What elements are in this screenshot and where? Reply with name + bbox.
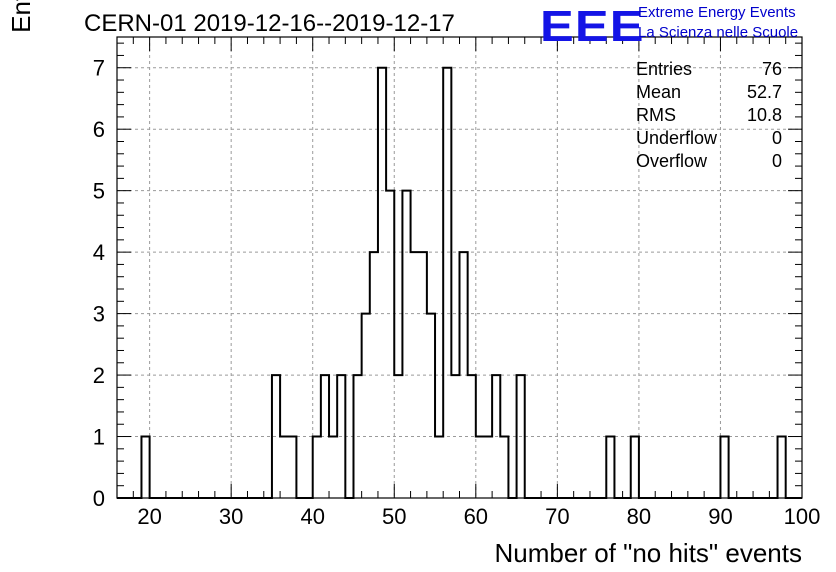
x-tick-label: 100 [784,504,821,529]
stats-row-rms: RMS 10.8 [636,104,782,127]
histogram-bin [394,375,402,498]
chart-title: CERN-01 2019-12-16--2019-12-17 [84,10,455,37]
stats-value: 76 [761,59,782,79]
histogram-bin [280,437,288,498]
histogram-bin [460,252,468,498]
y-tick-label: 7 [93,56,105,81]
histogram-bin [353,375,361,498]
histogram-bin [631,437,639,498]
histogram-bin [517,375,525,498]
stats-label: RMS [636,105,676,125]
histogram-bin [443,68,451,498]
histogram-bin [288,437,296,498]
x-tick-label: 60 [464,504,488,529]
logo-line-1: Extreme Energy Events [638,4,796,21]
y-tick-label: 6 [93,117,105,142]
histogram-bin [492,375,500,498]
histogram-bin [500,437,508,498]
histogram-bin [720,437,728,498]
histogram-bin [468,375,476,498]
eee-logo: EEE [540,2,645,51]
stats-row-mean: Mean 52.7 [636,81,782,104]
stats-row-overflow: Overflow 0 [636,150,782,173]
y-tick-label: 2 [93,363,105,388]
histogram-bin [321,375,329,498]
y-tick-label: 0 [93,486,105,511]
stats-label: Mean [636,82,682,102]
histogram-bin [411,252,419,498]
histogram-bin [435,437,443,498]
histogram-bin [476,437,484,498]
stats-value: 0 [771,128,782,148]
histogram-bin [419,252,427,498]
x-tick-label: 80 [627,504,651,529]
x-tick-label: 30 [219,504,243,529]
x-tick-label: 50 [382,504,406,529]
histogram-bin [272,375,280,498]
y-tick-label: 3 [93,302,105,327]
histogram-bin [451,375,459,498]
x-tick-label: 90 [708,504,732,529]
x-axis-label: Number of "no hits" events [494,538,803,568]
x-tick-label: 70 [545,504,569,529]
stats-row-underflow: Underflow 0 [636,127,782,150]
histogram-bin [386,191,394,498]
x-tick-label: 40 [300,504,324,529]
logo-line-2: La Scienza nelle Scuole [638,24,799,41]
stats-value: 10.8 [746,105,782,125]
stats-label: Entries [636,59,693,79]
stats-row-entries: Entries 76 [636,58,782,81]
stats-label: Overflow [636,151,708,171]
y-tick-label: 4 [93,240,105,265]
stats-value: 52.7 [746,82,782,102]
histogram-outline [117,66,802,499]
histogram-bin [427,314,435,498]
histogram-bin [141,437,149,498]
y-axis-label: Entries/bin [6,0,37,110]
histogram-bin [606,437,614,498]
x-tick-label: 20 [137,504,161,529]
histogram-bin [378,68,386,498]
stats-value: 0 [771,151,782,171]
histogram-bin [362,314,370,498]
histogram-bin [313,437,321,498]
histogram-bin [329,437,337,498]
stats-box: Entries 76 Mean 52.7 RMS 10.8 Underflow 0 Ov… [636,58,782,173]
histogram-bin [370,252,378,498]
histogram-bin [402,191,410,498]
y-tick-label: 1 [93,425,105,450]
histogram-bin [778,437,786,498]
histogram-bin [484,437,492,498]
y-tick-label: 5 [93,179,105,204]
histogram-bin [337,375,345,498]
stats-label: Underflow [636,128,718,148]
